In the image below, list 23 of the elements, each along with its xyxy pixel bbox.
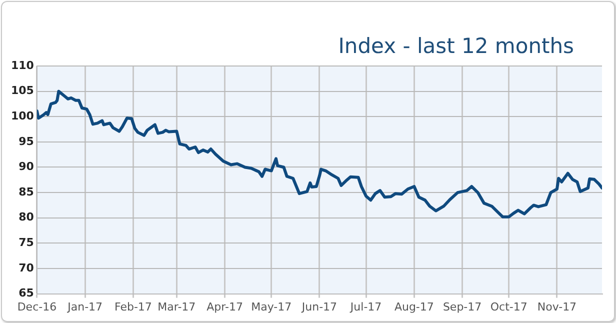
y-tick-label: 75 <box>18 236 34 250</box>
x-tick-label: Apr-17 <box>206 300 243 314</box>
y-tick-label: 65 <box>18 286 34 300</box>
x-tick-label: Jun-17 <box>300 300 338 314</box>
y-tick-label: 70 <box>18 261 34 274</box>
x-tick-label: Nov-17 <box>537 300 577 314</box>
y-tick-label: 80 <box>18 210 34 224</box>
x-tick-label: Feb-17 <box>114 300 152 314</box>
chart-title: Index - last 12 months <box>338 34 574 58</box>
y-tick-label: 85 <box>18 185 34 198</box>
y-tick-label: 110 <box>10 58 34 72</box>
x-tick-label: Sep-17 <box>442 300 482 314</box>
x-tick-label: Jul-17 <box>349 300 382 314</box>
x-tick-label: Aug-17 <box>394 300 434 314</box>
x-tick-label: May-17 <box>251 300 292 314</box>
x-tick-label: Jan-17 <box>66 300 103 314</box>
y-tick-label: 90 <box>18 160 34 174</box>
y-tick-label: 105 <box>10 84 34 98</box>
x-tick-label: Mar-17 <box>158 300 196 314</box>
x-tick-label: Dec-16 <box>17 300 57 314</box>
y-tick-label: 100 <box>10 109 34 122</box>
x-tick-label: Oct-17 <box>490 300 528 314</box>
y-tick-label: 95 <box>18 134 34 148</box>
